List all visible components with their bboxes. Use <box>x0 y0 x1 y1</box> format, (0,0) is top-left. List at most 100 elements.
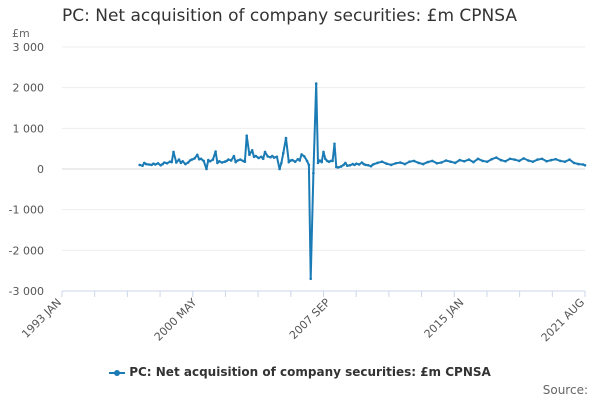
data-point <box>208 160 212 163</box>
data-point <box>214 150 217 153</box>
data-point <box>504 160 507 163</box>
data-point <box>282 151 285 155</box>
data-point <box>324 157 327 161</box>
data-point <box>355 162 358 165</box>
data-point <box>333 142 336 146</box>
legend-label: PC: Net acquisition of company securitie… <box>129 365 491 379</box>
data-point <box>495 156 498 159</box>
data-point <box>193 157 196 160</box>
data-point <box>314 82 318 85</box>
data-point <box>412 159 416 163</box>
legend[interactable]: PC: Net acquisition of company securitie… <box>0 365 600 379</box>
data-point <box>216 161 219 165</box>
data-point <box>272 156 276 159</box>
chart-title: PC: Net acquisition of company securitie… <box>62 6 517 26</box>
data-point <box>179 161 183 165</box>
data-point <box>236 159 239 162</box>
data-point <box>322 150 325 154</box>
data-point <box>346 164 349 167</box>
data-point <box>165 162 169 165</box>
data-point <box>318 159 322 162</box>
data-point <box>163 161 166 164</box>
data-point <box>394 162 398 165</box>
data-point <box>577 162 580 166</box>
data-point <box>440 161 443 164</box>
data-point <box>453 161 457 165</box>
data-point <box>298 159 302 162</box>
data-point <box>568 158 571 161</box>
data-point <box>329 159 333 163</box>
data-point <box>303 155 306 158</box>
data-point <box>263 150 267 154</box>
series-line <box>139 82 586 280</box>
data-point <box>307 163 311 167</box>
data-point <box>186 161 190 164</box>
data-point <box>458 158 462 162</box>
data-point <box>508 157 512 161</box>
data-point <box>531 160 535 163</box>
data-point <box>320 160 324 164</box>
data-point <box>284 136 288 140</box>
data-point <box>527 159 530 162</box>
data-point <box>305 159 309 163</box>
data-point <box>280 161 283 165</box>
data-point <box>467 158 471 161</box>
data-point <box>144 162 148 166</box>
data-point <box>572 161 576 165</box>
data-point <box>431 159 434 163</box>
legend-line-marker-icon <box>109 369 126 376</box>
data-point <box>260 155 263 159</box>
data-point <box>278 167 281 171</box>
data-point <box>476 157 480 161</box>
data-point <box>296 157 300 161</box>
data-point <box>485 160 489 163</box>
data-point <box>444 159 448 162</box>
y-tick-label: 2 000 <box>13 82 45 95</box>
data-point <box>239 158 242 161</box>
data-point <box>287 160 291 164</box>
data-point <box>291 158 294 162</box>
data-point <box>449 160 452 163</box>
data-point <box>177 158 181 161</box>
data-point <box>364 163 367 167</box>
data-point <box>234 160 237 164</box>
data-point <box>154 163 157 166</box>
data-point <box>371 163 375 166</box>
data-point <box>170 160 173 164</box>
data-point <box>232 154 236 158</box>
data-point <box>271 154 274 158</box>
data-point <box>481 159 484 163</box>
data-point <box>517 159 521 163</box>
data-point <box>184 162 187 166</box>
data-point <box>266 155 270 158</box>
data-point <box>376 161 379 165</box>
data-point <box>245 134 248 137</box>
data-point <box>399 161 402 164</box>
data-point <box>583 164 587 167</box>
data-point <box>499 158 503 162</box>
data-point <box>293 160 297 163</box>
y-tick-label: 0 <box>37 163 44 176</box>
data-point <box>257 156 260 160</box>
data-point <box>275 155 279 159</box>
data-point <box>254 154 258 158</box>
data-point <box>312 171 315 175</box>
data-point <box>417 161 420 165</box>
data-point <box>360 161 364 164</box>
x-tick-label: 2021 AUG <box>539 296 588 345</box>
data-point <box>549 158 553 162</box>
data-point <box>408 160 411 163</box>
data-point <box>190 158 194 161</box>
data-point <box>522 157 525 160</box>
data-point <box>369 164 373 168</box>
data-point <box>545 160 548 163</box>
data-point <box>229 159 233 162</box>
y-tick-label: -2 000 <box>9 244 44 257</box>
data-point <box>342 163 345 167</box>
data-point <box>385 162 388 165</box>
data-point <box>339 165 343 168</box>
data-point <box>367 164 370 167</box>
data-point <box>348 164 352 167</box>
data-point <box>250 149 254 152</box>
data-point <box>175 161 178 164</box>
